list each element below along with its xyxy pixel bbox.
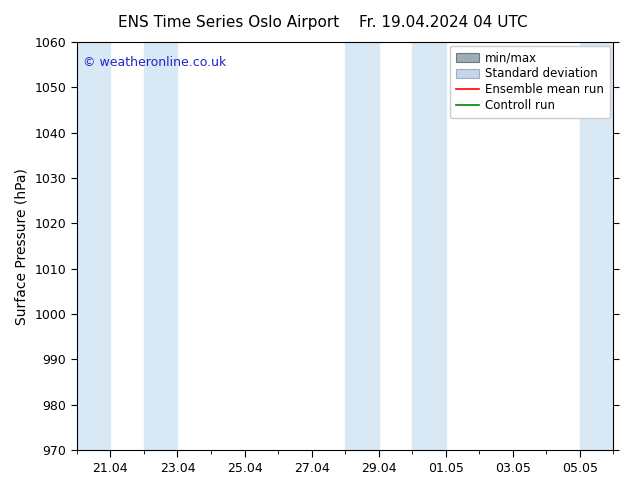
Y-axis label: Surface Pressure (hPa): Surface Pressure (hPa) — [15, 168, 29, 324]
Text: ENS Time Series Oslo Airport: ENS Time Series Oslo Airport — [118, 15, 339, 30]
Bar — [580, 42, 614, 450]
Text: © weatheronline.co.uk: © weatheronline.co.uk — [83, 56, 226, 70]
Bar — [345, 42, 378, 450]
Bar — [144, 42, 178, 450]
Bar — [77, 42, 110, 450]
Legend: min/max, Standard deviation, Ensemble mean run, Controll run: min/max, Standard deviation, Ensemble me… — [450, 46, 610, 118]
Bar — [412, 42, 446, 450]
Text: Fr. 19.04.2024 04 UTC: Fr. 19.04.2024 04 UTC — [359, 15, 528, 30]
